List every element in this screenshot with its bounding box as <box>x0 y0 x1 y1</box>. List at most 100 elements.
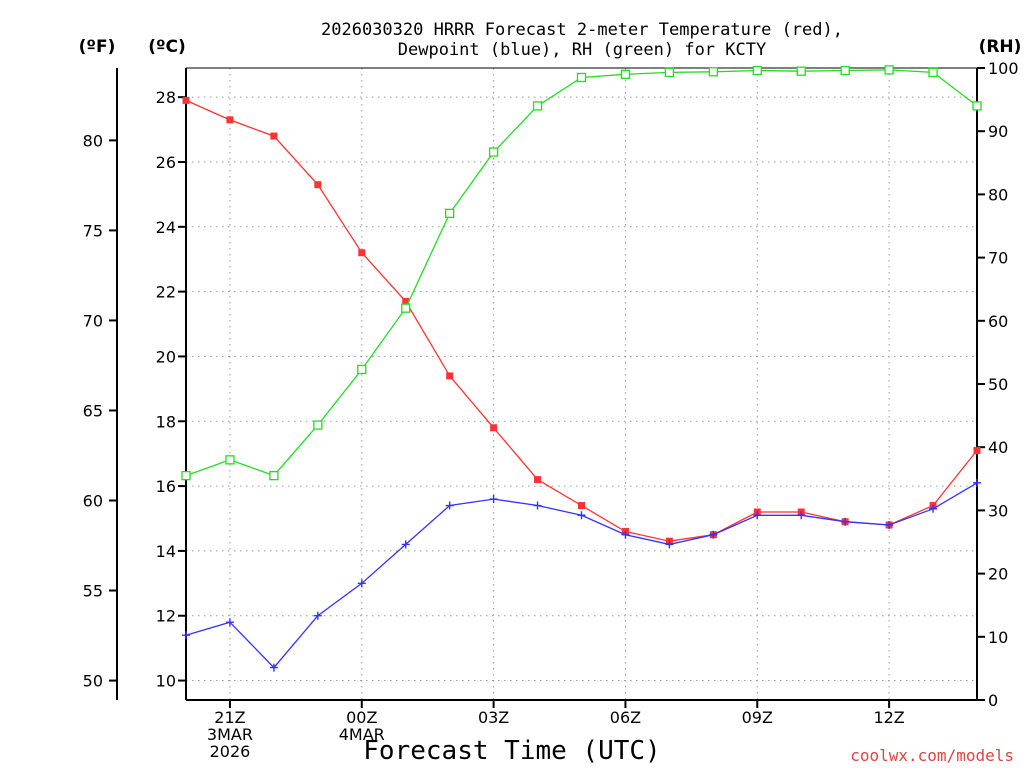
rh-tick-label: 70 <box>988 249 1008 268</box>
celsius-tick-label: 12 <box>156 607 176 626</box>
celsius-tick-label: 20 <box>156 347 176 366</box>
dewpoint-point <box>533 501 542 510</box>
celsius-tick-label: 28 <box>156 88 176 107</box>
rh-point <box>928 67 938 78</box>
temperature-point <box>578 502 585 510</box>
rh-point <box>181 470 191 481</box>
dewpoint-point <box>401 540 410 549</box>
rh-point <box>576 72 587 83</box>
fahrenheit-tick-label: 50 <box>83 672 103 691</box>
rh-point <box>796 66 806 76</box>
x-tick-label: 2026 <box>210 742 251 761</box>
dewpoint-point <box>489 495 498 504</box>
rh-point <box>445 208 455 219</box>
x-tick-label: 12Z <box>873 708 904 727</box>
rh-tick-label: 50 <box>988 375 1008 394</box>
x-axis-title: Forecast Time (UTC) <box>363 736 660 766</box>
celsius-tick-label: 18 <box>156 412 176 431</box>
rh-tick-label: 30 <box>988 501 1008 520</box>
dewpoint-point <box>313 611 322 620</box>
dewpoint-point <box>929 504 938 513</box>
x-tick-label: 21Z <box>214 708 245 727</box>
chart-title-line-1: 2026030320 HRRR Forecast 2-meter Tempera… <box>321 20 843 40</box>
temperature-point <box>402 297 410 305</box>
fahrenheit-tick-label: 80 <box>83 131 103 150</box>
rh-point <box>269 470 279 481</box>
celsius-tick-label: 22 <box>156 283 176 302</box>
rh-unit-label: (RH) <box>979 37 1022 57</box>
fahrenheit-tick-label: 75 <box>83 221 103 240</box>
temperature-point <box>490 424 498 432</box>
dewpoint-point <box>753 511 762 520</box>
x-tick-label: 06Z <box>610 708 641 727</box>
x-tick-label: 3MAR <box>207 725 253 744</box>
fahrenheit-tick-label: 60 <box>83 491 103 510</box>
dewpoint-point <box>665 540 674 549</box>
dewpoint-point <box>709 530 718 539</box>
dewpoint-point <box>577 511 586 520</box>
fahrenheit-tick-label: 70 <box>83 311 103 330</box>
rh-point <box>752 65 762 76</box>
celsius-tick-label: 24 <box>156 218 176 237</box>
celsius-tick-label: 16 <box>156 477 176 496</box>
dewpoint-point <box>841 517 850 526</box>
dewpoint-point <box>357 579 366 588</box>
dewpoint-point <box>182 631 190 640</box>
rh-point <box>620 69 631 79</box>
rh-tick-label: 10 <box>988 628 1008 647</box>
rh-point <box>972 101 982 111</box>
x-tick-label: 03Z <box>478 708 509 727</box>
fahrenheit-tick-label: 65 <box>83 401 103 420</box>
dewpoint-point <box>797 511 806 520</box>
rh-point <box>532 101 543 111</box>
celsius-tick-label: 26 <box>156 153 176 172</box>
rh-tick-label: 80 <box>988 185 1008 204</box>
celsius-tick-label: 14 <box>156 542 176 561</box>
rh-tick-label: 20 <box>988 565 1008 584</box>
temperature-point <box>182 96 190 104</box>
data-series <box>181 65 982 672</box>
temperature-point <box>534 476 542 484</box>
dewpoint-line <box>185 482 978 669</box>
rh-point <box>401 303 411 313</box>
fahrenheit-tick-label: 55 <box>83 582 103 601</box>
rh-point <box>488 147 499 157</box>
rh-tick-label: 40 <box>988 438 1008 457</box>
rh-point <box>225 455 235 465</box>
temperature-point <box>973 446 981 454</box>
rh-tick-label: 60 <box>988 312 1008 331</box>
temperature-point <box>226 116 234 124</box>
temperature-point <box>270 132 278 140</box>
rh-line <box>185 69 978 477</box>
rh-point <box>664 67 675 78</box>
x-tick-label: 4MAR <box>339 725 385 744</box>
dewpoint-point <box>445 501 454 510</box>
rh-point <box>840 65 850 76</box>
x-tick-label: 00Z <box>346 708 377 727</box>
gridlines <box>186 68 977 700</box>
rh-tick-label: 100 <box>988 59 1019 78</box>
rh-point <box>313 420 323 430</box>
celsius-unit-label: (ºC) <box>148 37 186 57</box>
dewpoint-point <box>885 520 894 529</box>
rh-point <box>357 364 367 375</box>
rh-point <box>708 67 718 77</box>
temperature-point <box>314 181 322 189</box>
rh-tick-label: 0 <box>988 691 998 710</box>
fahrenheit-unit-label: (ºF) <box>79 37 116 57</box>
axis-ticks: 10 12 14 16 18 20 22 24 26 28 50 55 60 65 70 75 80 0 10 20 3… <box>83 59 1019 761</box>
temperature-point <box>358 249 366 257</box>
temperature-point <box>446 372 454 380</box>
x-tick-label: 09Z <box>742 708 773 727</box>
dewpoint-point <box>225 618 234 627</box>
chart-title-line-2: Dewpoint (blue), RH (green) for KCTY <box>398 40 766 60</box>
dewpoint-point <box>621 530 630 539</box>
credit-link[interactable]: coolwx.com/models <box>850 746 1014 765</box>
temperature-line <box>185 99 978 542</box>
dewpoint-point <box>973 478 981 487</box>
rh-tick-label: 90 <box>988 122 1008 141</box>
rh-point <box>884 65 894 75</box>
dewpoint-point <box>269 663 278 672</box>
celsius-tick-label: 10 <box>156 672 176 691</box>
